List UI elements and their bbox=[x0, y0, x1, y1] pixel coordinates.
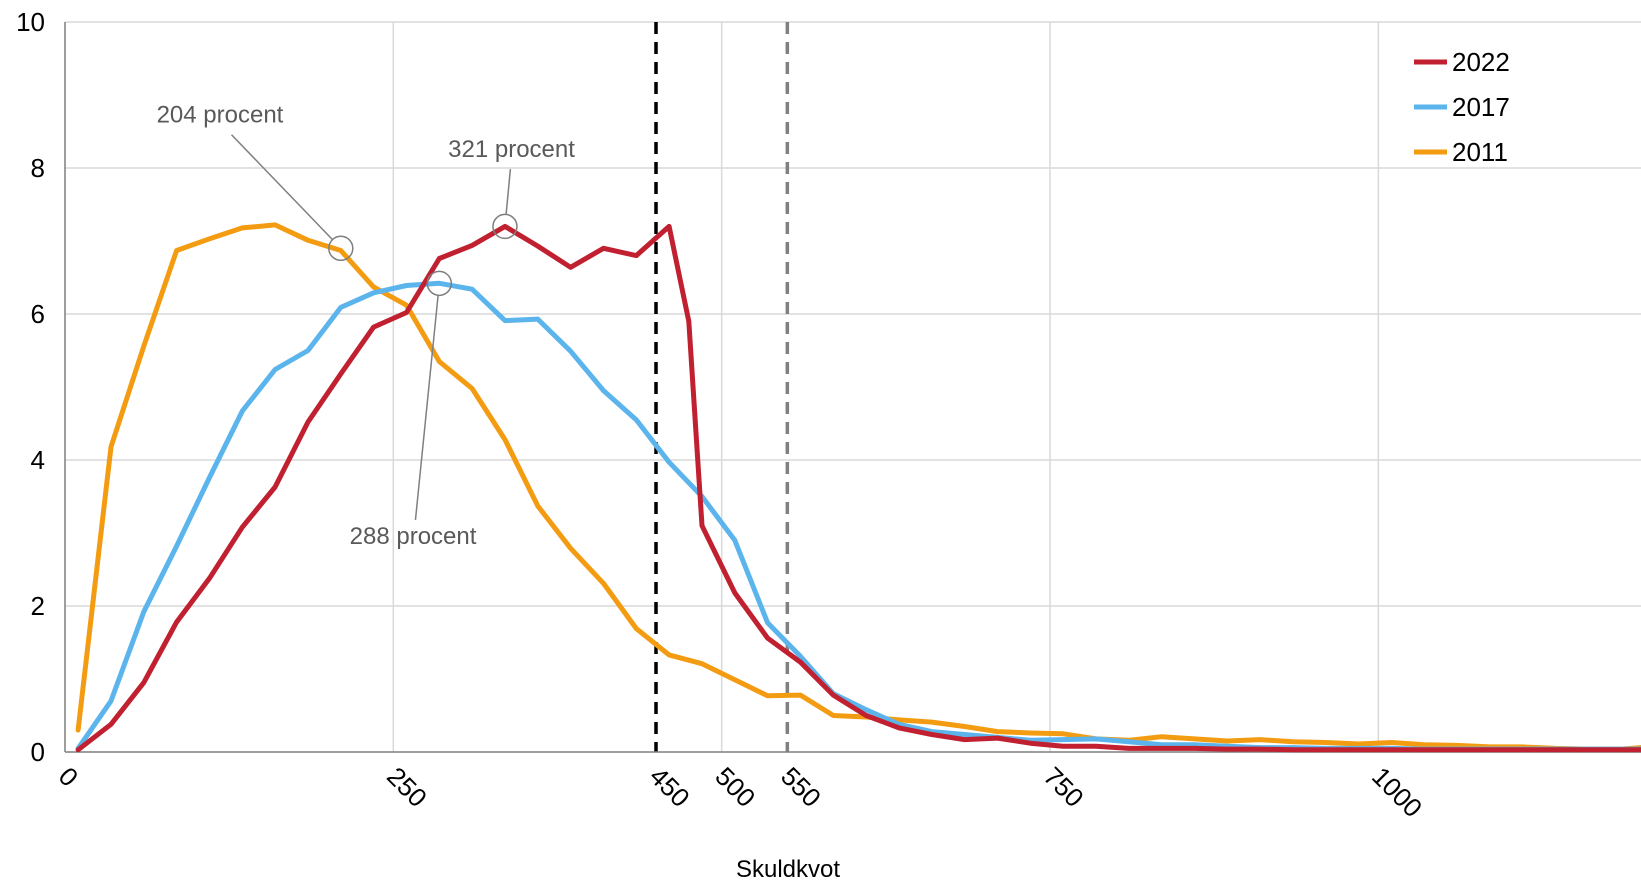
annotation-leader-line bbox=[505, 168, 512, 215]
y-tick-label: 4 bbox=[31, 445, 45, 475]
reference-lines bbox=[654, 22, 790, 752]
x-tick-label: 450 bbox=[644, 761, 696, 813]
y-tick-labels: 0 2 4 6 8 10 bbox=[16, 7, 45, 767]
y-tick-label: 8 bbox=[31, 153, 45, 183]
annotation-leader-line bbox=[414, 295, 439, 521]
y-tick-label: 6 bbox=[31, 299, 45, 329]
annotation-label: 288 procent bbox=[350, 523, 477, 550]
annotation-marker bbox=[426, 270, 453, 297]
y-tick-label: 2 bbox=[31, 591, 45, 621]
x-tick-label: 1000 bbox=[1366, 761, 1428, 823]
axes bbox=[64, 22, 1641, 753]
annotations: 204 procent 321 procent 288 procent bbox=[157, 102, 576, 550]
x-tick-labels: 0 250 450 500 550 750 1000 bbox=[53, 761, 1428, 823]
x-tick-label: 500 bbox=[709, 761, 761, 813]
y-tick-label: 0 bbox=[31, 737, 45, 767]
annotation-marker bbox=[492, 213, 518, 240]
legend: 2022 2017 2011 bbox=[1414, 47, 1510, 167]
series-lines bbox=[75, 222, 1641, 753]
gridlines bbox=[65, 21, 1641, 752]
annotation-leader-line bbox=[230, 134, 334, 241]
x-tick-label: 750 bbox=[1038, 761, 1090, 813]
series-line-2011 bbox=[75, 222, 1641, 752]
y-tick-label: 10 bbox=[16, 7, 45, 37]
annotation-marker bbox=[328, 235, 354, 262]
x-axis-title: Skuldkvot bbox=[736, 856, 840, 883]
x-tick-label: 550 bbox=[775, 761, 827, 813]
annotation-label: 321 procent bbox=[448, 136, 575, 163]
annotation-label: 204 procent bbox=[157, 102, 284, 129]
x-tick-label: 0 bbox=[53, 761, 84, 792]
series-line-2017 bbox=[75, 280, 1641, 752]
legend-label-2017: 2017 bbox=[1452, 92, 1510, 122]
x-tick-label: 250 bbox=[381, 761, 433, 813]
series-line-2022 bbox=[75, 223, 1641, 753]
legend-label-2011: 2011 bbox=[1452, 137, 1508, 167]
legend-label-2022: 2022 bbox=[1452, 47, 1510, 77]
